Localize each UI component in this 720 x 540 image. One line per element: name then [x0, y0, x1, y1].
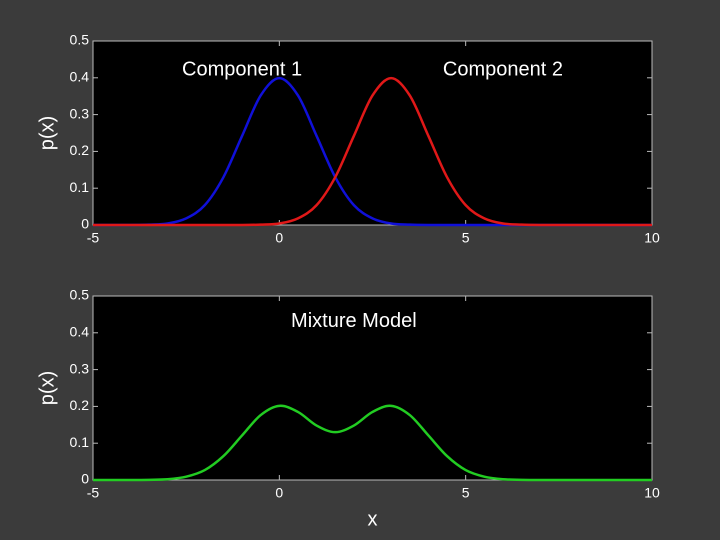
- y-tick-label: 0.3: [70, 360, 90, 376]
- y-tick-label: 0.1: [70, 434, 90, 450]
- x-tick-label: 5: [462, 230, 470, 246]
- plot-area: [92, 40, 653, 226]
- y-tick-label: 0.1: [70, 179, 90, 195]
- y-tick-label: 0.5: [70, 32, 90, 48]
- y-tick-label: 0.4: [70, 69, 90, 85]
- line: [92, 76, 652, 227]
- x-tick-label: 5: [462, 485, 470, 501]
- annotation: Component 2: [443, 59, 563, 81]
- y-tick-label: 0.3: [70, 105, 90, 121]
- x-tick-label: -5: [87, 230, 100, 246]
- line: [93, 404, 652, 482]
- y-tick-label: 0: [81, 216, 89, 232]
- x-tick-label: 0: [275, 230, 283, 246]
- y-tick-label: 0.4: [70, 324, 90, 340]
- x-tick-label: 10: [644, 230, 660, 246]
- y-axis-label: p(x): [36, 116, 58, 150]
- y-tick-label: 0.2: [70, 142, 90, 158]
- x-tick-label: 10: [644, 485, 660, 501]
- x-tick-label: -5: [87, 485, 100, 501]
- x-axis-label: x: [368, 508, 378, 530]
- x-tick-label: 0: [275, 485, 283, 501]
- y-tick-label: 0.5: [70, 287, 90, 303]
- y-tick-label: 0: [81, 471, 89, 487]
- annotation: Mixture Model: [291, 310, 417, 332]
- plot-area: [92, 295, 653, 481]
- annotation: Component 1: [182, 59, 302, 81]
- y-axis-label: p(x): [36, 371, 58, 405]
- y-tick-label: 0.2: [70, 397, 90, 413]
